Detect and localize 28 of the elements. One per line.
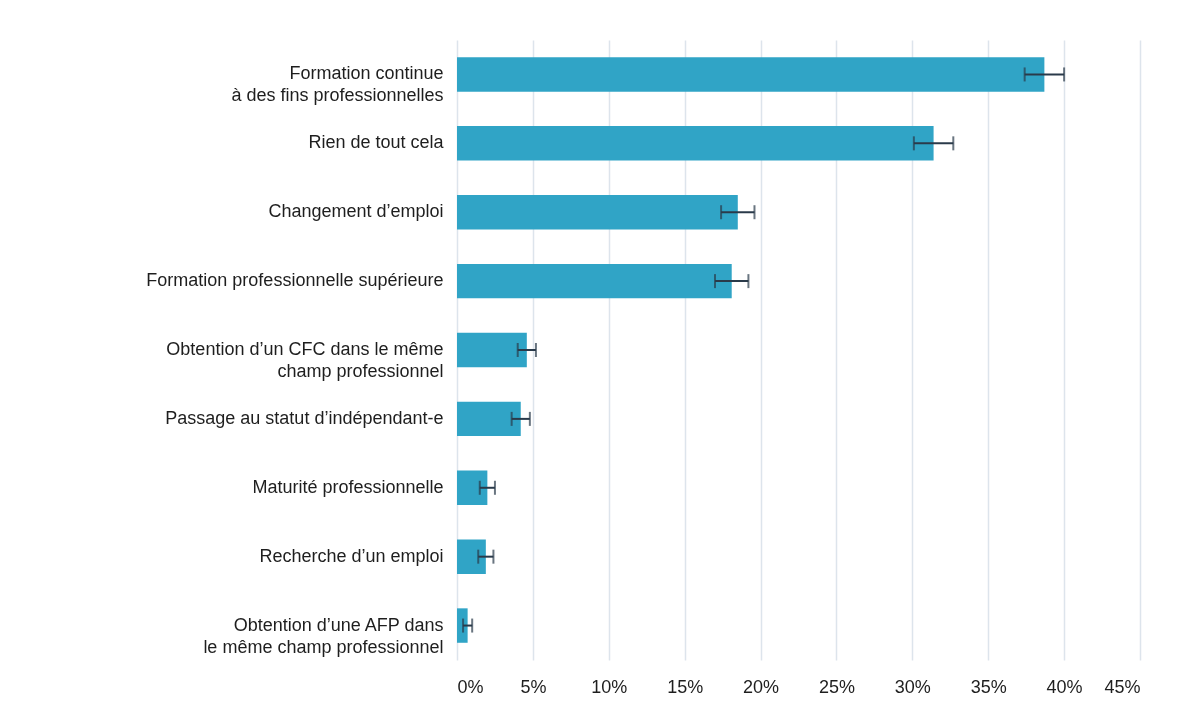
y-tick-label: Obtention d’une AFP dans le même champ professionnel: [203, 614, 444, 657]
y-tick-label: Changement d’emploi: [268, 201, 444, 222]
x-tick-label: 45%: [1104, 676, 1141, 697]
x-tick-label: 40%: [1046, 676, 1083, 697]
y-tick-label: Maturité professionnelle: [252, 476, 444, 497]
x-tick-label: 30%: [894, 676, 931, 697]
y-tick-label: Obtention d’un CFC dans le même champ professionnel: [166, 339, 444, 381]
bar: [457, 401, 521, 437]
bar: [457, 195, 738, 230]
y-tick-label: Passage au statut d’indépendant-e: [165, 407, 444, 428]
y-tick-label: Formation professionnelle supérieure: [146, 270, 444, 291]
y-tick-label: Formation continue à des fins professionnelles: [231, 63, 444, 106]
x-tick-label: 0%: [457, 676, 484, 697]
bar: [457, 126, 934, 161]
bar: [457, 57, 1045, 92]
x-tick-label: 35%: [970, 676, 1007, 697]
bar: [457, 539, 486, 574]
bar: [457, 470, 488, 505]
bar: [457, 608, 468, 643]
x-tick-label: 5%: [520, 676, 547, 697]
y-tick-label: Recherche d’un emploi: [259, 545, 444, 566]
y-tick-label: Rien de tout cela: [308, 132, 445, 153]
x-tick-label: 20%: [743, 676, 780, 697]
bar: [457, 263, 732, 299]
bar: [457, 332, 527, 368]
x-tick-label: 10%: [591, 676, 628, 697]
x-tick-label: 25%: [818, 676, 855, 697]
x-tick-label: 15%: [667, 676, 704, 697]
